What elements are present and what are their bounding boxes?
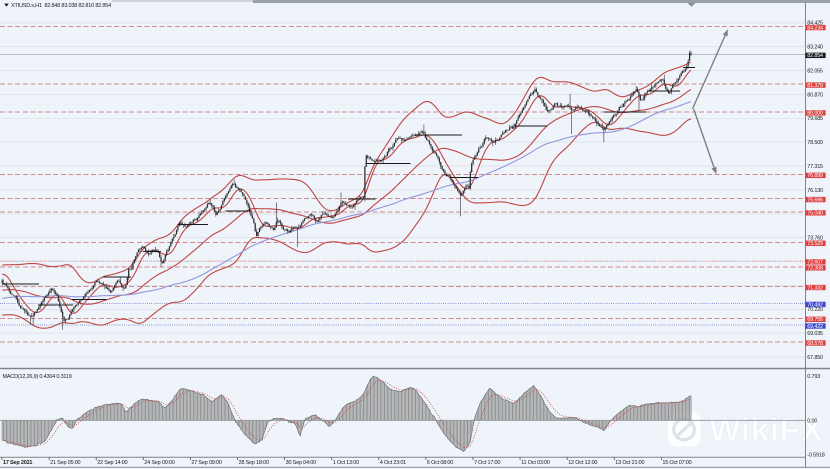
- svg-text:7 Oct 17:00: 7 Oct 17:00: [474, 460, 500, 466]
- svg-text:22 Sep 14:00: 22 Sep 14:00: [97, 460, 127, 466]
- svg-text:4 Oct 23:01: 4 Oct 23:01: [380, 460, 406, 466]
- svg-text:80.000: 80.000: [807, 111, 823, 117]
- svg-text:78.500: 78.500: [807, 140, 823, 146]
- svg-text:82.055: 82.055: [807, 68, 823, 74]
- svg-text:21 Sep 05:00: 21 Sep 05:00: [50, 460, 80, 466]
- svg-text:70.220: 70.220: [807, 307, 823, 313]
- svg-text:XTIUSD.s,H1 82.848 83.038 82.: XTIUSD.s,H1 82.848 83.038 82.810 82.854: [11, 3, 111, 9]
- svg-text:73.529: 73.529: [807, 241, 823, 247]
- svg-text:0.793: 0.793: [807, 374, 820, 380]
- svg-text:11 Oct 03:00: 11 Oct 03:00: [521, 460, 550, 466]
- svg-text:81.379: 81.379: [807, 83, 823, 89]
- svg-text:17 Sep 2021: 17 Sep 2021: [3, 460, 32, 466]
- svg-text:69.422: 69.422: [807, 324, 823, 330]
- svg-text:72.308: 72.308: [807, 266, 823, 272]
- svg-text:28 Sep 18:00: 28 Sep 18:00: [239, 460, 269, 466]
- svg-text:76.899: 76.899: [807, 173, 823, 179]
- svg-text:12 Oct 12:00: 12 Oct 12:00: [568, 460, 597, 466]
- svg-text:13 Oct 21:00: 13 Oct 21:00: [615, 460, 644, 466]
- svg-text:0.00: 0.00: [807, 419, 817, 425]
- svg-text:84.234: 84.234: [807, 25, 823, 31]
- svg-text:1 Oct 13:00: 1 Oct 13:00: [333, 460, 359, 466]
- svg-text:24 Sep 00:00: 24 Sep 00:00: [144, 460, 174, 466]
- svg-text:6 Oct 08:00: 6 Oct 08:00: [427, 460, 453, 466]
- svg-text:MACD(12,26,9) 0.4304 0.3119: MACD(12,26,9) 0.4304 0.3119: [3, 374, 72, 380]
- svg-text:68.578: 68.578: [807, 341, 823, 347]
- svg-text:77.315: 77.315: [807, 164, 823, 170]
- svg-text:83.240: 83.240: [807, 45, 823, 51]
- svg-text:70.492: 70.492: [807, 302, 823, 308]
- svg-text:69.755: 69.755: [807, 317, 823, 323]
- svg-text:30 Sep 04:00: 30 Sep 04:00: [286, 460, 316, 466]
- svg-text:15 Oct 07:00: 15 Oct 07:00: [662, 460, 691, 466]
- svg-text:80.870: 80.870: [807, 92, 823, 98]
- svg-text:67.850: 67.850: [807, 355, 823, 361]
- svg-text:72.607: 72.607: [807, 260, 823, 266]
- svg-text:75.696: 75.696: [807, 197, 823, 203]
- svg-text:73.760: 73.760: [807, 236, 823, 242]
- svg-text:75.040: 75.040: [807, 211, 823, 217]
- svg-text:69.035: 69.035: [807, 331, 823, 337]
- svg-text:76.130: 76.130: [807, 188, 823, 194]
- svg-text:84.425: 84.425: [807, 21, 823, 27]
- svg-text:82.854: 82.854: [807, 53, 823, 59]
- svg-text:27 Sep 09:00: 27 Sep 09:00: [191, 460, 221, 466]
- svg-text:-0.5918: -0.5918: [807, 453, 824, 459]
- svg-text:WikiFX: WikiFX: [709, 412, 824, 449]
- svg-text:71.332: 71.332: [807, 285, 823, 291]
- svg-text:79.685: 79.685: [807, 116, 823, 122]
